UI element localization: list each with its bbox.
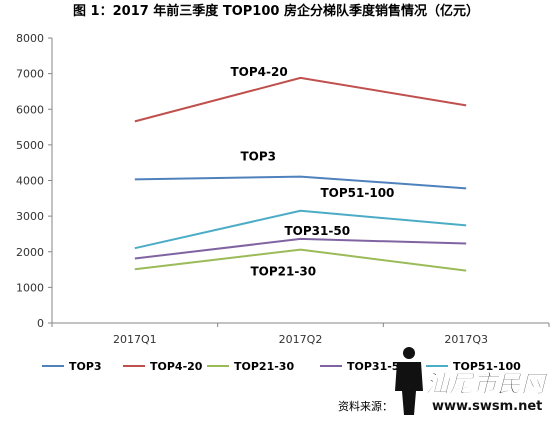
x-tick-label: 2017Q1 xyxy=(113,333,157,346)
series-line-top3 xyxy=(134,175,467,190)
legend-label: TOP3 xyxy=(69,360,102,373)
legend-label: TOP4-20 xyxy=(150,360,203,373)
x-tick-label: 2017Q2 xyxy=(279,333,323,346)
legend-label: TOP21-30 xyxy=(234,360,294,373)
legend-label: TOP51-100 xyxy=(453,360,521,373)
chart-title: 图 1：2017 年前三季度 TOP100 房企分梯队季度销售情况（亿元） xyxy=(73,3,479,19)
legend-label: TOP31-50 xyxy=(347,360,407,373)
series-label: TOP21-30 xyxy=(251,265,317,279)
series-line-top21-30 xyxy=(134,248,467,272)
series-label: TOP51-100 xyxy=(321,186,395,200)
legend: TOP3 TOP4-20 TOP21-30 TOP31-50 TOP51-100 xyxy=(42,360,521,373)
series-line-top4-20 xyxy=(134,76,467,123)
y-tick-label: 6000 xyxy=(16,103,44,116)
watermark: 汕尾市民网 www.swsm.net xyxy=(395,347,549,415)
watermark-url: www.swsm.net xyxy=(432,399,542,414)
series-label: TOP3 xyxy=(241,150,277,164)
plot-area: 0 1000 2000 3000 4000 5000 6000 7000 8000 2017Q1 2… xyxy=(16,32,550,346)
series-label: TOP4-20 xyxy=(231,65,288,79)
y-tick-label: 0 xyxy=(37,317,44,330)
y-tick-label: 2000 xyxy=(16,246,44,259)
watermark-figure-icon xyxy=(395,347,423,415)
series-line-top51-100 xyxy=(134,209,467,250)
source-label: 资料来源： xyxy=(338,399,393,413)
y-tick-label: 7000 xyxy=(16,68,44,81)
x-tick-label: 2017Q3 xyxy=(444,333,488,346)
y-tick-label: 4000 xyxy=(16,175,44,188)
series-label: TOP31-50 xyxy=(285,224,351,238)
y-tick-label: 8000 xyxy=(16,32,44,45)
series-line-top31-50 xyxy=(134,237,467,260)
watermark-text: 汕尾市民网 xyxy=(425,370,549,398)
y-tick-label: 3000 xyxy=(16,210,44,223)
y-tick-label: 1000 xyxy=(16,281,44,294)
y-tick-label: 5000 xyxy=(16,139,44,152)
